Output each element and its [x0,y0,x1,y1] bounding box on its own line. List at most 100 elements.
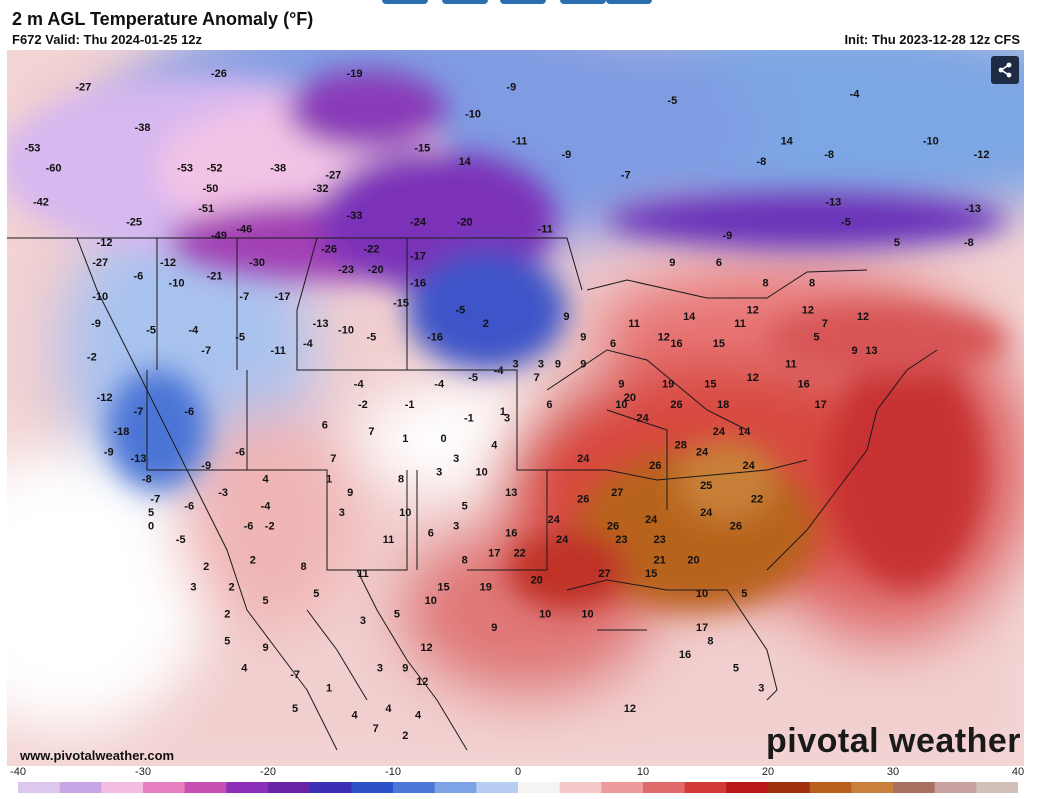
colorbar-tick-label: -40 [10,766,26,778]
anomaly-value: 17 [488,548,500,560]
anomaly-value: 3 [453,453,459,465]
anomaly-value: -46 [236,223,252,235]
anomaly-value: 7 [368,426,374,438]
boundaries [7,237,938,751]
share-icon [998,62,1012,78]
anomaly-value: -30 [249,257,265,269]
anomaly-value: -20 [368,264,384,276]
colorbar-swatch [184,782,227,793]
anomaly-value: 4 [241,662,248,674]
anomaly-value: 17 [814,399,826,411]
anomaly-value: 12 [747,304,759,316]
anomaly-value: -10 [465,109,481,121]
anomaly-value: 12 [747,372,759,384]
anomaly-value: -1 [405,399,415,411]
anomaly-value: 9 [580,359,586,371]
anomaly-value: 1 [326,683,332,695]
anomaly-value: 14 [738,426,751,438]
anomaly-value: -8 [964,237,974,249]
anomaly-value: 13 [865,345,877,357]
us-canada-border-east [586,269,868,299]
anomaly-value: 10 [615,399,627,411]
mexico-lines [306,569,468,751]
anomaly-value: -24 [410,217,427,229]
anomaly-value: 24 [547,514,560,526]
top-tab-3[interactable] [500,0,546,4]
anomaly-value: -60 [46,163,62,175]
anomaly-map[interactable]: -27 -53 -60 -42 -38 -26 -53 -52 -50 -51 -49 -46 -25-… [7,50,1024,766]
anomaly-value: 5 [894,237,900,249]
anomaly-value: -15 [414,142,430,154]
anomaly-value: -33 [347,210,363,222]
anomaly-value: -17 [274,291,290,303]
colorbar-swatch [559,782,602,793]
anomaly-value: 12 [624,703,636,715]
anomaly-value: -9 [506,82,516,94]
anomaly-value: -53 [177,163,193,175]
us-canada-border [7,237,583,291]
top-tab-1[interactable] [382,0,428,4]
anomaly-value: 26 [607,521,619,533]
anomaly-value: 9 [580,332,586,344]
anomaly-value: 12 [857,311,869,323]
anomaly-value: 9 [563,311,569,323]
anomaly-value: 2 [224,608,230,620]
anomaly-value: -13 [130,453,146,465]
anomaly-value: 12 [420,642,432,654]
anomaly-value: -9 [723,230,733,242]
anomaly-value: 20 [624,392,636,404]
anomaly-value: -5 [456,304,466,316]
anomaly-value: 11 [734,318,746,330]
anomaly-value: -10 [169,277,185,289]
top-tab-5[interactable] [606,0,652,4]
anomaly-value: 3 [504,413,510,425]
anomaly-value: 11 [357,568,369,580]
anomaly-value: 9 [491,622,497,634]
anomaly-value: 3 [436,467,442,479]
init-time: Init: Thu 2023-12-28 12z CFS [844,32,1020,47]
colorbar-tick-label: 10 [636,766,650,778]
east-coast [766,349,938,571]
anomaly-value: -53 [24,142,40,154]
anomaly-value: 11 [628,318,640,330]
anomaly-value: 14 [459,156,472,168]
anomaly-value: -10 [92,291,108,303]
anomaly-value: -8 [142,473,152,485]
anomaly-value: -2 [265,521,275,533]
anomaly-value: -8 [756,156,766,168]
anomaly-value: 9 [851,345,857,357]
anomaly-value: -9 [91,318,101,330]
anomaly-value: 9 [669,257,675,269]
anomaly-value: -16 [410,277,426,289]
colorbar-swatch [351,782,394,793]
anomaly-value: 8 [707,635,713,647]
top-tab-4[interactable] [560,0,606,4]
anomaly-value: -4 [850,88,861,100]
colorbar-swatch [601,782,644,793]
anomaly-value: 21 [653,554,665,566]
share-button[interactable] [991,56,1019,84]
anomaly-value: 6 [322,419,328,431]
anomaly-value: 16 [679,649,691,661]
site-url[interactable]: www.pivotalweather.com [20,748,175,763]
anomaly-value: 10 [425,595,437,607]
anomaly-value: -5 [235,332,245,344]
anomaly-value: 8 [762,277,768,289]
anomaly-value: 3 [377,662,383,674]
anomaly-value: 17 [696,622,708,634]
anomaly-value: -38 [135,122,151,134]
valid-time: F672 Valid: Thu 2024-01-25 12z [12,32,203,47]
anomaly-value: 25 [700,480,712,492]
anomaly-value: -5 [841,217,851,229]
anomaly-value: -6 [184,406,194,418]
colorbar-tick-label: -20 [260,766,276,778]
anomaly-value: 14 [781,136,794,148]
colorbar-swatch [726,782,769,793]
anomaly-value: -4 [494,365,505,377]
anomaly-value: 5 [224,635,230,647]
anomaly-value: -51 [198,203,214,215]
anomaly-value: 15 [645,568,657,580]
west-coast [76,237,338,751]
top-tab-2[interactable] [442,0,488,4]
colorbar-ticks: -40 -30 -20 -10 0 10 20 30 40 [10,766,1024,780]
